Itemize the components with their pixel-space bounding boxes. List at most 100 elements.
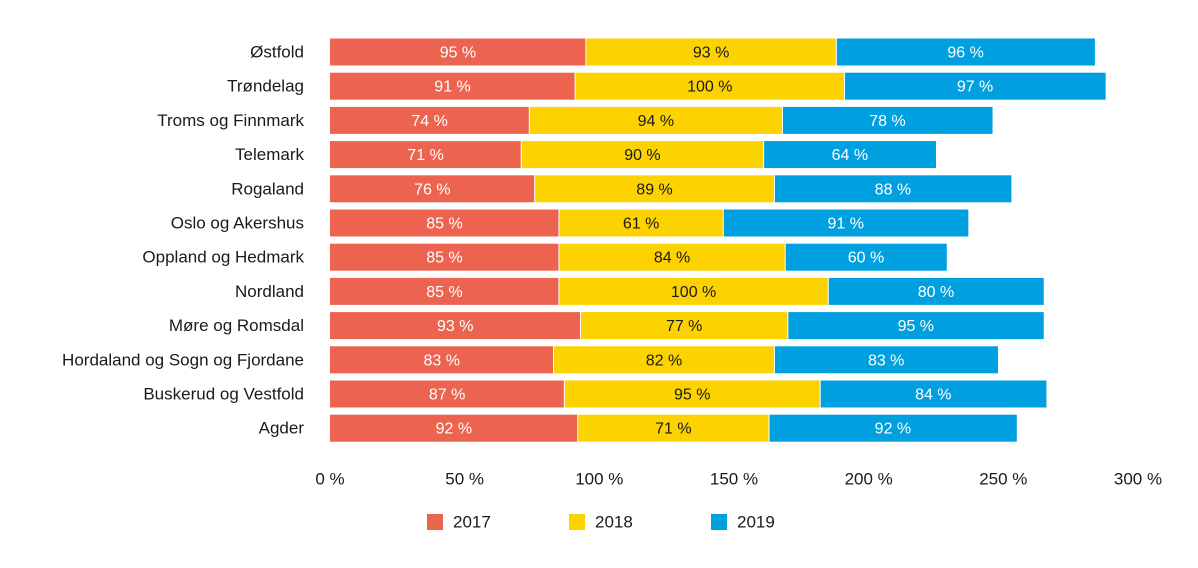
bar-troms-og-finnmark-2019 — [782, 106, 993, 134]
data-label-telemark-2019: 64 % — [832, 147, 868, 164]
data-label-oppland-og-hedmark-2018: 84 % — [654, 250, 690, 267]
bar-oppland-og-hedmark-2019 — [785, 243, 947, 271]
legend-label-2019: 2019 — [737, 513, 775, 532]
data-label-oppland-og-hedmark-2017: 85 % — [426, 250, 462, 267]
bar-oslo-og-akershus-2019 — [723, 209, 969, 237]
bar-troms-og-finnmark-2017 — [330, 106, 530, 134]
legend-swatch-2017 — [427, 514, 443, 530]
data-label-oslo-og-akershus-2019: 91 % — [828, 216, 864, 233]
bar-nordland-2018 — [558, 277, 829, 305]
data-label-oppland-og-hedmark-2019: 60 % — [848, 250, 884, 267]
bars-group: 95 % 93 % 96 % 91 % 100 % 97 % 74 % 94 % 78 % 71 … — [330, 38, 1106, 442]
bar-trondelag-2019 — [844, 72, 1106, 100]
data-label-telemark-2018: 90 % — [624, 147, 660, 164]
bar-oppland-og-hedmark-2018 — [558, 243, 786, 271]
data-label-hordaland-og-sogn-og-fjordane-2017: 83 % — [424, 352, 460, 369]
bar-buskerud-og-vestfold-2018 — [564, 380, 821, 408]
category-label-buskerud-og-vestfold: Buskerud og Vestfold — [143, 385, 304, 404]
data-label-hordaland-og-sogn-og-fjordane-2019: 83 % — [868, 352, 904, 369]
data-label-buskerud-og-vestfold-2017: 87 % — [429, 387, 465, 404]
data-label-nordland-2017: 85 % — [426, 284, 462, 301]
data-label-oslo-og-akershus-2018: 61 % — [623, 216, 659, 233]
bar-hordaland-og-sogn-og-fjordane-2017 — [330, 346, 554, 374]
legend: 2017 2018 2019 — [427, 513, 775, 532]
data-label-trondelag-2019: 97 % — [957, 79, 993, 96]
data-label-troms-og-finnmark-2017: 74 % — [411, 113, 447, 130]
bar-telemark-2019 — [763, 141, 936, 169]
data-label-rogaland-2017: 76 % — [414, 181, 450, 198]
data-label-agder-2018: 71 % — [655, 421, 691, 438]
bar-rogaland-2017 — [330, 175, 535, 203]
data-label-nordland-2018: 100 % — [671, 284, 716, 301]
bar-oslo-og-akershus-2017 — [330, 209, 559, 237]
bar-more-og-romsdal-2018 — [580, 312, 788, 340]
data-label-oslo-og-akershus-2017: 85 % — [426, 216, 462, 233]
bar-agder-2017 — [330, 414, 578, 442]
bar-ostfold-2019 — [836, 38, 1095, 66]
bar-hordaland-og-sogn-og-fjordane-2019 — [774, 346, 998, 374]
bar-rogaland-2018 — [534, 175, 775, 203]
bar-agder-2018 — [577, 414, 770, 442]
bar-oslo-og-akershus-2018 — [558, 209, 724, 237]
data-label-rogaland-2018: 89 % — [636, 181, 672, 198]
data-label-trondelag-2017: 91 % — [434, 79, 470, 96]
legend-swatch-2019 — [711, 514, 727, 530]
category-label-telemark: Telemark — [235, 145, 304, 164]
legend-label-2018: 2018 — [595, 513, 633, 532]
bar-ostfold-2017 — [330, 38, 586, 66]
bar-oppland-og-hedmark-2017 — [330, 243, 559, 271]
bar-troms-og-finnmark-2018 — [529, 106, 783, 134]
category-label-troms-og-finnmark: Troms og Finnmark — [157, 111, 304, 130]
data-label-troms-og-finnmark-2019: 78 % — [869, 113, 905, 130]
category-label-oslo-og-akershus: Oslo og Akershus — [171, 214, 304, 233]
data-label-rogaland-2019: 88 % — [875, 181, 911, 198]
bar-hordaland-og-sogn-og-fjordane-2018 — [553, 346, 775, 374]
bar-buskerud-og-vestfold-2017 — [330, 380, 565, 408]
bar-nordland-2017 — [330, 277, 559, 305]
x-tick-label-250: 250 % — [979, 470, 1027, 489]
legend-label-2017: 2017 — [453, 513, 491, 532]
data-label-nordland-2019: 80 % — [918, 284, 954, 301]
data-label-trondelag-2018: 100 % — [687, 79, 732, 96]
bar-buskerud-og-vestfold-2019 — [820, 380, 1047, 408]
category-labels: Østfold Trøndelag Troms og Finnmark Telemar… — [62, 43, 304, 438]
data-label-troms-og-finnmark-2018: 94 % — [638, 113, 674, 130]
category-label-oppland-og-hedmark: Oppland og Hedmark — [142, 248, 304, 267]
bar-ostfold-2018 — [585, 38, 837, 66]
x-tick-label-50: 50 % — [445, 470, 484, 489]
data-label-more-og-romsdal-2019: 95 % — [898, 318, 934, 335]
category-label-rogaland: Rogaland — [231, 179, 304, 198]
x-tick-label-300: 300 % — [1114, 470, 1162, 489]
data-label-ostfold-2018: 93 % — [693, 45, 729, 62]
data-label-ostfold-2019: 96 % — [947, 45, 983, 62]
data-label-more-og-romsdal-2017: 93 % — [437, 318, 473, 335]
category-label-more-og-romsdal: Møre og Romsdal — [169, 316, 304, 335]
bar-telemark-2018 — [521, 141, 764, 169]
bar-more-og-romsdal-2017 — [330, 312, 581, 340]
data-label-telemark-2017: 71 % — [407, 147, 443, 164]
bar-telemark-2017 — [330, 141, 522, 169]
category-label-trondelag: Trøndelag — [227, 77, 304, 96]
data-label-buskerud-og-vestfold-2019: 84 % — [915, 387, 951, 404]
bar-rogaland-2019 — [774, 175, 1012, 203]
category-label-ostfold: Østfold — [250, 43, 304, 62]
category-label-nordland: Nordland — [235, 282, 304, 301]
x-tick-label-150: 150 % — [710, 470, 758, 489]
legend-swatch-2018 — [569, 514, 585, 530]
bar-trondelag-2018 — [575, 72, 845, 100]
x-axis-tick-labels: 0 % 50 % 100 % 150 % 200 % 250 % 300 % — [315, 470, 1162, 489]
x-tick-label-0: 0 % — [315, 470, 344, 489]
data-label-agder-2019: 92 % — [875, 421, 911, 438]
data-label-ostfold-2017: 95 % — [440, 45, 476, 62]
bar-more-og-romsdal-2019 — [787, 312, 1044, 340]
category-label-hordaland-og-sogn-og-fjordane: Hordaland og Sogn og Fjordane — [62, 350, 304, 369]
data-label-hordaland-og-sogn-og-fjordane-2018: 82 % — [646, 352, 682, 369]
bar-agder-2019 — [769, 414, 1017, 442]
data-label-agder-2017: 92 % — [436, 421, 472, 438]
data-label-buskerud-og-vestfold-2018: 95 % — [674, 387, 710, 404]
x-tick-label-100: 100 % — [575, 470, 623, 489]
bar-nordland-2019 — [828, 277, 1044, 305]
category-label-agder: Agder — [259, 419, 305, 438]
data-label-more-og-romsdal-2018: 77 % — [666, 318, 702, 335]
